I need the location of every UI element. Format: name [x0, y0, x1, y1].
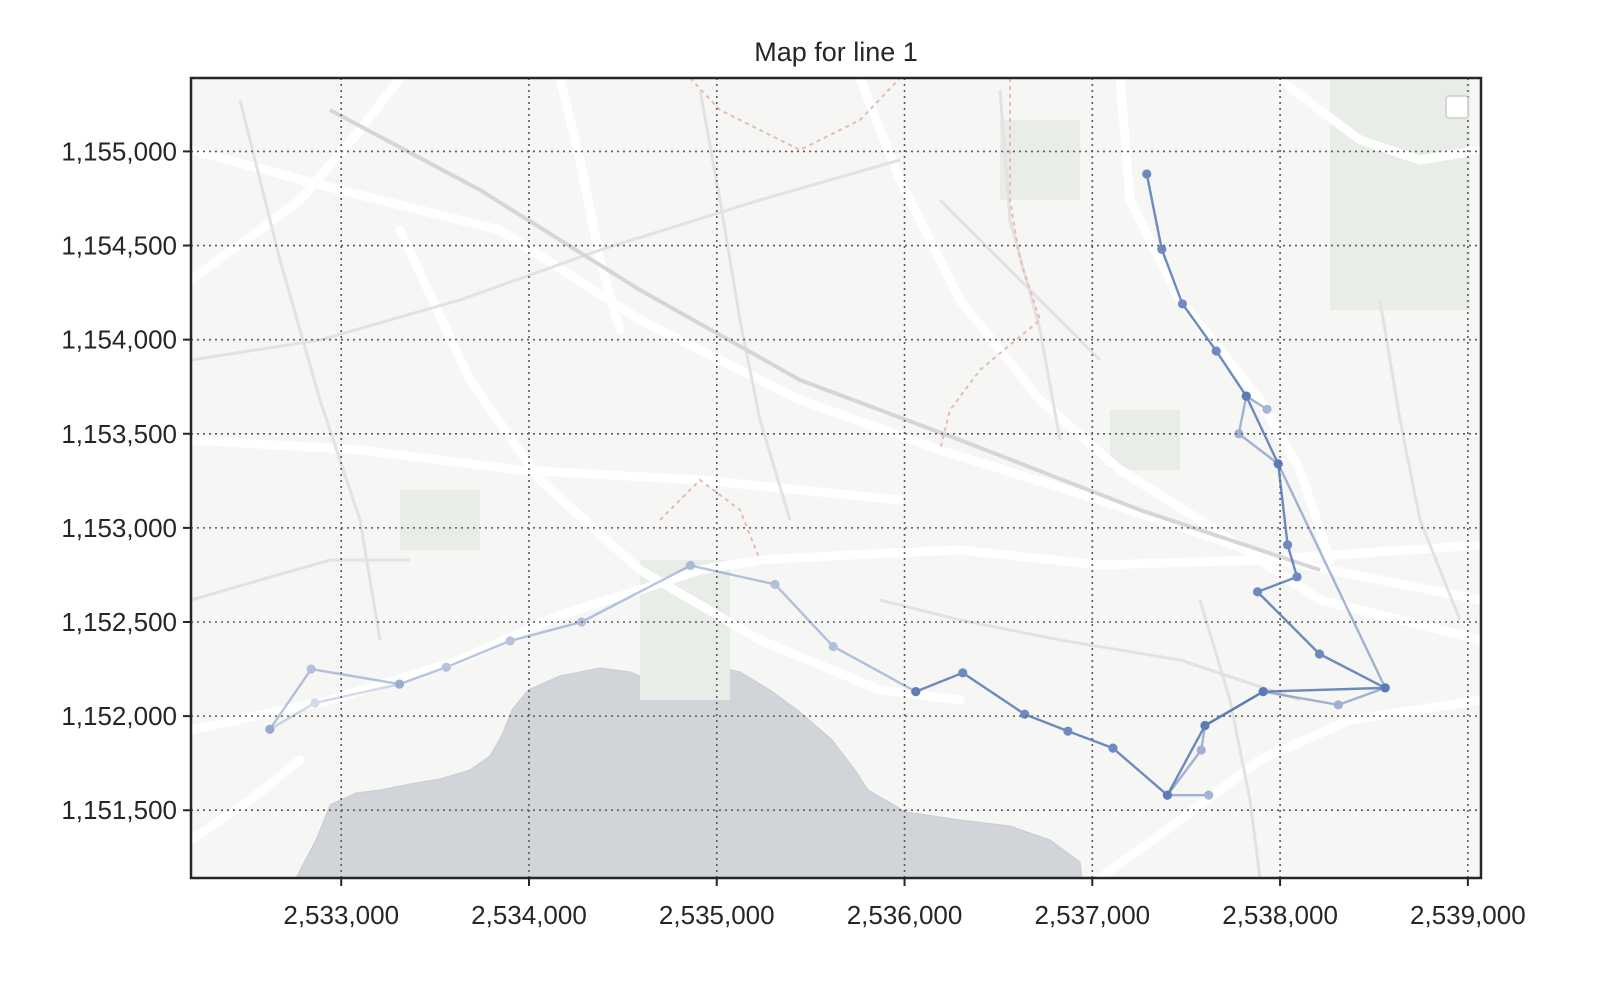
series-point: [1142, 169, 1152, 179]
series-point: [1157, 244, 1167, 254]
y-tick-label: 1,154,500: [61, 231, 177, 261]
series-point: [1258, 687, 1268, 697]
y-tick-label: 1,152,500: [61, 607, 177, 637]
series-4: [265, 679, 405, 734]
series-point: [1196, 745, 1206, 755]
legend-box: [1445, 95, 1469, 119]
series-point: [1314, 649, 1325, 659]
y-tick-label: 1,151,500: [61, 795, 177, 825]
series-point: [265, 724, 275, 734]
series-point: [394, 679, 405, 689]
series-point: [505, 636, 515, 646]
y-tick-label: 1,153,500: [61, 419, 177, 449]
series-point: [1200, 720, 1210, 731]
x-tick-label: 2,534,000: [471, 900, 587, 930]
x-tick-label: 2,538,000: [1222, 900, 1338, 930]
series-point: [1020, 709, 1030, 719]
chart-title: Map for line 1: [754, 37, 918, 67]
y-tick-label: 1,155,000: [61, 136, 177, 166]
railway: [329, 108, 1321, 572]
series-point: [1282, 540, 1293, 550]
series-layer: [265, 169, 1390, 800]
series-point: [1162, 790, 1173, 800]
series-point: [1177, 299, 1188, 309]
series-3: [265, 560, 921, 734]
x-tick-label: 2,537,000: [1034, 900, 1150, 930]
series-point: [1063, 726, 1073, 736]
y-tick-label: 1,153,000: [61, 513, 177, 543]
series-point: [911, 687, 921, 697]
series-point: [1234, 429, 1244, 439]
series-point: [1292, 572, 1302, 582]
series-point: [1241, 391, 1251, 401]
series-point: [958, 668, 968, 678]
series-point: [1252, 587, 1263, 597]
y-axis: 1,151,500 1,152,000 1,152,500 1,153,000 1,15…: [61, 136, 191, 825]
series-point: [265, 724, 275, 734]
series-2: [1162, 391, 1390, 800]
series-point: [1273, 459, 1283, 469]
series-point: [394, 679, 405, 689]
series-point: [911, 687, 921, 697]
x-tick-label: 2,536,000: [847, 900, 963, 930]
series-point: [1211, 346, 1221, 356]
major-roads: [191, 78, 1481, 878]
series-point: [770, 579, 780, 589]
series-point: [1333, 700, 1343, 710]
x-tick-label: 2,533,000: [283, 900, 399, 930]
series-point: [441, 662, 451, 672]
y-tick-label: 1,154,000: [61, 325, 177, 355]
series-point: [1262, 404, 1272, 414]
series-point: [1380, 683, 1390, 693]
series-line: [268, 564, 917, 730]
series-point: [310, 698, 320, 708]
basemap-layer: [191, 78, 1481, 878]
x-tick-label: 2,539,000: [1410, 900, 1526, 930]
x-tick-label: 2,535,000: [659, 900, 775, 930]
series-point: [1108, 743, 1118, 753]
series-point: [685, 560, 696, 571]
axes-frame: [189, 76, 1483, 880]
series-point: [1204, 790, 1214, 800]
series-point: [576, 617, 587, 627]
x-axis: 2,533,000 2,534,000 2,535,000 2,536,000 2,53…: [283, 878, 1526, 930]
series-line: [269, 682, 400, 731]
grid: [191, 78, 1481, 878]
y-tick-label: 1,152,000: [61, 701, 177, 731]
series-point: [828, 641, 838, 652]
series-point: [306, 664, 316, 674]
boundary-line: [659, 78, 1042, 561]
